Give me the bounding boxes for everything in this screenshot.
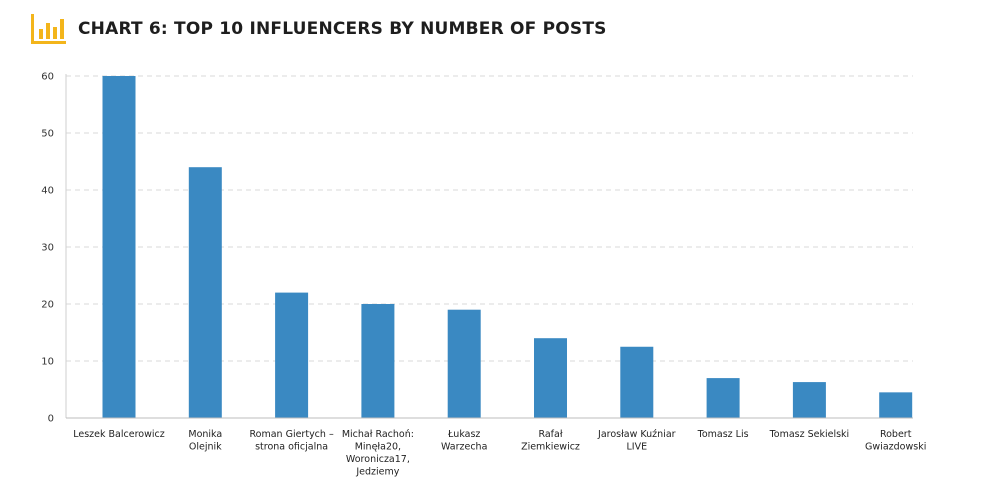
x-tick-label: Rafał Ziemkiewicz bbox=[521, 429, 580, 453]
x-tick-label: Tomasz Sekielski bbox=[769, 429, 850, 440]
bar bbox=[792, 382, 826, 418]
x-tick-label: Robert Gwiazdowski bbox=[865, 429, 926, 453]
y-tick-label: 0 bbox=[48, 414, 54, 425]
bar bbox=[188, 167, 222, 418]
x-tick-label: Roman Giertych – strona oficjalna bbox=[249, 429, 333, 453]
bar bbox=[620, 346, 654, 418]
x-tick-label: Jarosław Kuźniar LIVE bbox=[597, 429, 676, 453]
chart-title: CHART 6: TOP 10 INFLUENCERS BY NUMBER OF… bbox=[78, 19, 607, 39]
chart-header: CHART 6: TOP 10 INFLUENCERS BY NUMBER OF… bbox=[30, 12, 607, 46]
bar bbox=[275, 292, 309, 418]
bar-chart-icon bbox=[31, 14, 66, 44]
x-tick-label: Leszek Balcerowicz bbox=[73, 429, 164, 440]
y-tick-label: 60 bbox=[41, 72, 54, 83]
y-tick-label: 20 bbox=[41, 300, 54, 311]
bar bbox=[879, 392, 913, 418]
y-tick-label: 40 bbox=[41, 186, 54, 197]
x-tick-label: Łukasz Warzecha bbox=[441, 429, 487, 453]
x-tick-label: Michał Rachoń: Minęła20, Woronicza17, Jedzi… bbox=[342, 429, 414, 478]
bar bbox=[447, 309, 481, 418]
bar bbox=[706, 378, 740, 418]
bar bbox=[534, 338, 567, 418]
bar bbox=[102, 76, 136, 418]
bar bbox=[361, 304, 395, 418]
y-tick-label: 30 bbox=[41, 243, 54, 254]
x-tick-label: Monika Olejnik bbox=[188, 429, 222, 453]
y-tick-label: 50 bbox=[41, 129, 54, 140]
y-tick-label: 10 bbox=[41, 357, 54, 368]
x-tick-label: Tomasz Lis bbox=[697, 429, 749, 440]
